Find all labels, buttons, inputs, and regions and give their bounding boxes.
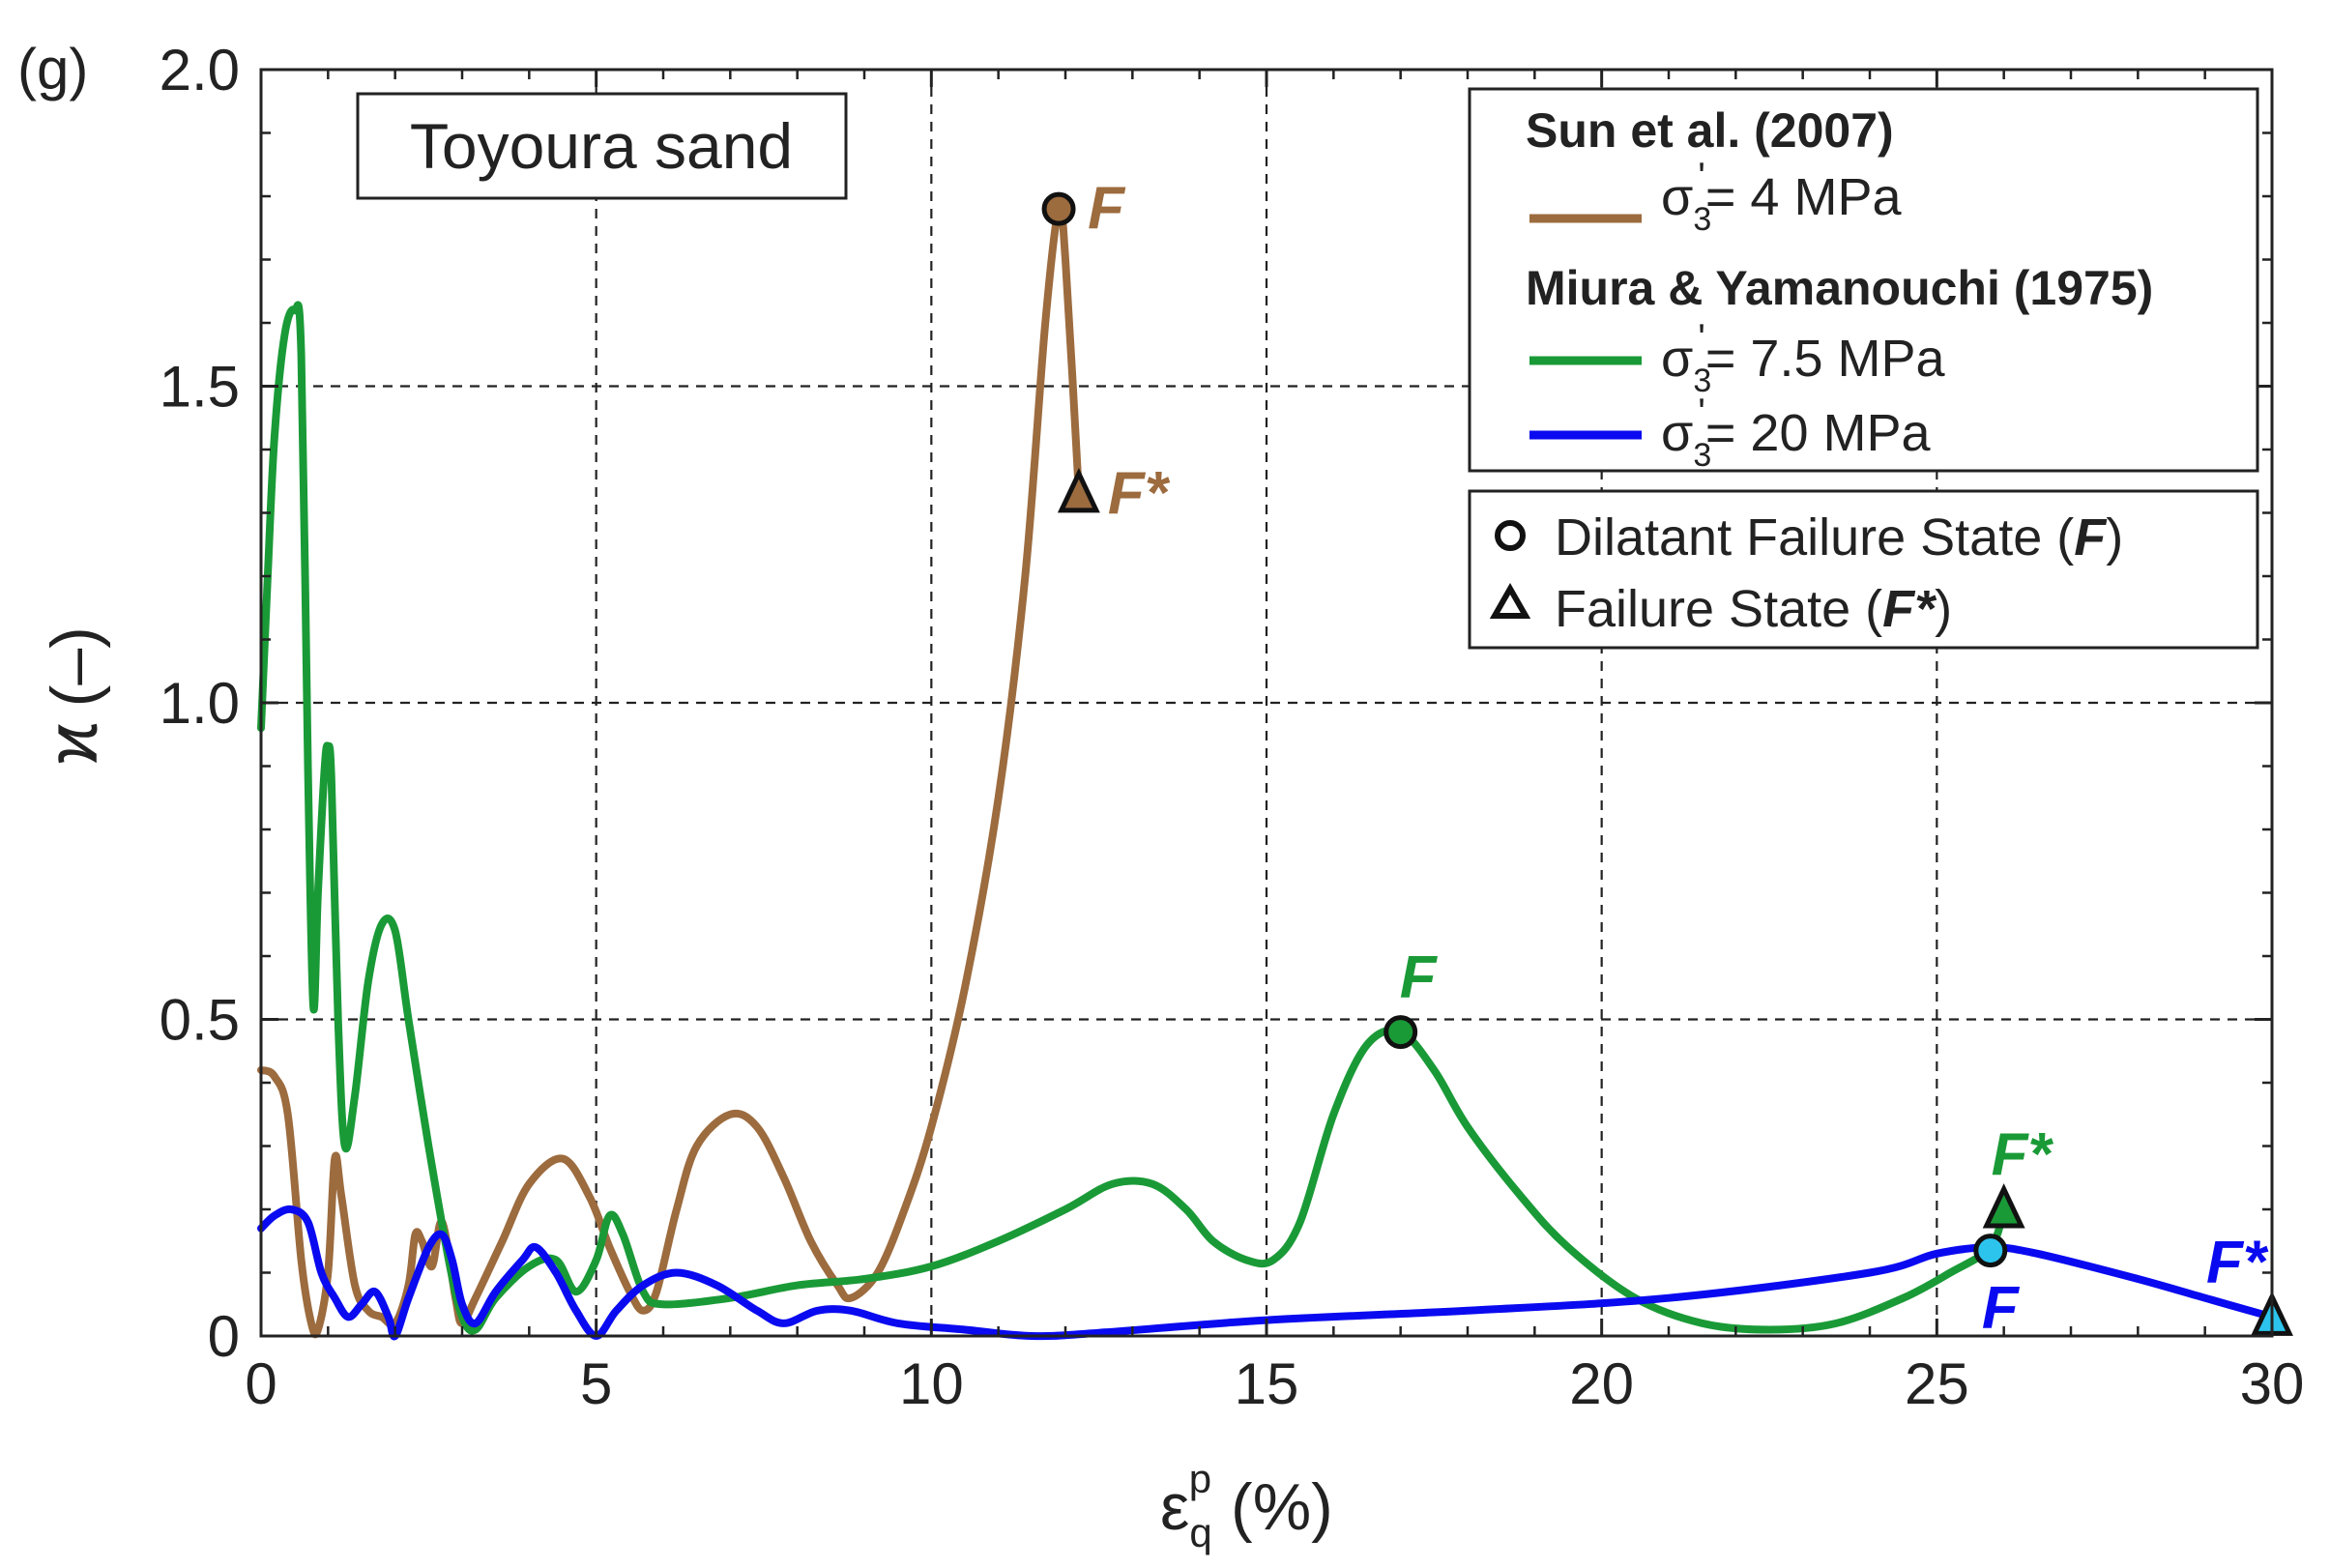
- legend-marker-circle: Dilatant Failure State (F): [1555, 508, 2123, 566]
- x-tick-label: 5: [580, 1351, 612, 1416]
- legend-marker-triangle: Failure State (F*): [1555, 580, 1952, 638]
- legend-entry-brown: σ3'= 4 MPa: [1661, 156, 1902, 238]
- x-tick-label: 0: [245, 1351, 277, 1416]
- legend-circle-symbol: [1495, 520, 1526, 551]
- x-axis-label: εqp (%): [1160, 1456, 1333, 1555]
- x-tick-label: 25: [1905, 1351, 1969, 1416]
- legend-box: [1468, 87, 2259, 473]
- legend-entry-green: σ3'= 7.5 MPa: [1661, 317, 1945, 399]
- y-tick-label: 1.0: [160, 671, 240, 736]
- y-tick-label: 2.0: [160, 38, 240, 102]
- legend-triangle-symbol: [1489, 582, 1531, 619]
- x-axis-sub: q: [1189, 1510, 1211, 1555]
- y-tick-label: 0: [208, 1304, 240, 1369]
- annotation-text: Toyoura sand: [410, 110, 793, 182]
- annotation-box: [356, 92, 848, 200]
- y-axis-label: ϰ (–): [32, 626, 112, 766]
- x-tick-label: 10: [899, 1351, 964, 1416]
- panel-label: (g): [17, 37, 88, 102]
- brown-marker-label: F: [1088, 175, 1126, 242]
- legend-heading-sun: Sun et al. (2007): [1526, 103, 1894, 158]
- axis-ticks: 0 5 10 15 20 25 30 0 0.5 1.0 1.5 2.0: [160, 38, 2305, 1416]
- green-dilatant-failure-marker: [1383, 1015, 1418, 1050]
- legend-heading-miura: Miura & Yamanouchi (1975): [1526, 261, 2153, 315]
- y-axis-symbol: ϰ: [32, 722, 112, 765]
- green-failure-marker: [1982, 1183, 2025, 1229]
- y-tick-label: 0.5: [160, 988, 240, 1053]
- y-axis-unit: (–): [38, 626, 111, 707]
- brown-failure-marker: [1057, 468, 1100, 513]
- x-tick-label: 30: [2240, 1351, 2305, 1416]
- x-axis-unit: (%): [1231, 1470, 1333, 1544]
- blue-marker-label: F: [1982, 1275, 2021, 1342]
- x-tick-label: 15: [1235, 1351, 1299, 1416]
- brown-dilatant-failure-marker: [1041, 191, 1076, 226]
- x-tick-label: 20: [1569, 1351, 1634, 1416]
- series-blue-20mpa: [257, 1205, 2276, 1341]
- y-tick-label: 1.5: [160, 355, 240, 420]
- x-axis-main: ε: [1160, 1470, 1189, 1544]
- series-brown-4mpa: [257, 201, 1083, 1339]
- legend-entry-blue: σ3'= 20 MPa: [1661, 392, 1931, 474]
- series-layer: [257, 201, 2276, 1341]
- green-marker-label: F*: [1992, 1121, 2054, 1188]
- series-green-7-5mpa: [257, 301, 2008, 1335]
- blue-dilatant-failure-marker: [1973, 1234, 2008, 1268]
- blue-marker-label: F*: [2206, 1229, 2269, 1295]
- brown-marker-label: F*: [1108, 460, 1171, 527]
- green-marker-label: F: [1400, 944, 1439, 1011]
- svg-text:ϰ(–): ϰ (–): [32, 626, 112, 766]
- marker-legend-box: [1468, 489, 2259, 650]
- x-axis-sup: p: [1189, 1456, 1211, 1501]
